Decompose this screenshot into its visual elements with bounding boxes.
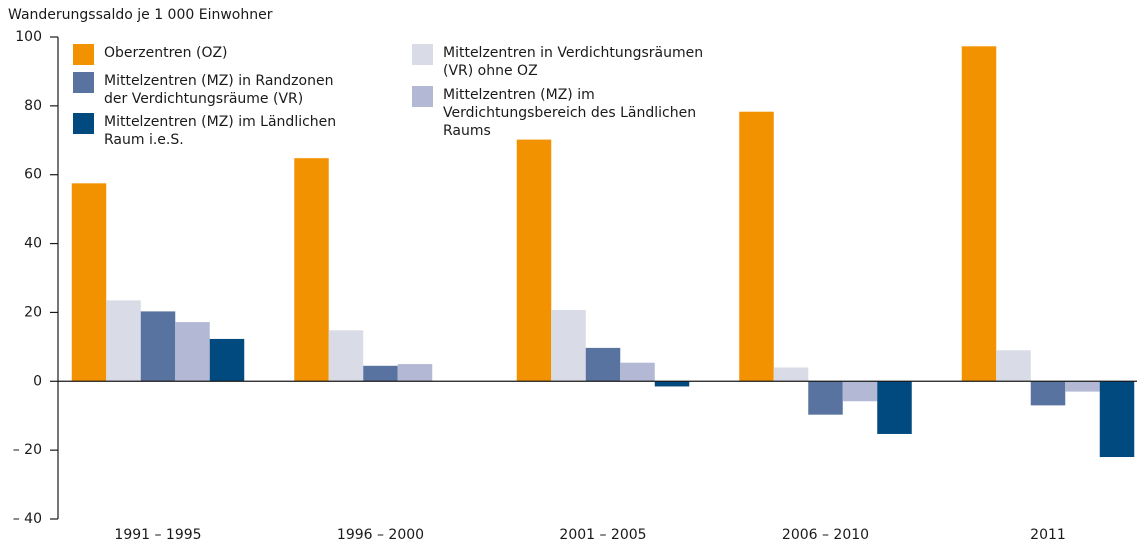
bar — [1030, 381, 1066, 406]
legend-item: Mittelzentren (MZ) im Ländlichen Raum i.… — [73, 113, 354, 149]
bar — [209, 338, 245, 382]
bar — [842, 381, 878, 402]
legend-item: Oberzentren (OZ) — [73, 44, 344, 65]
bar — [1099, 381, 1135, 458]
legend-item: Mittelzentren in Verdichtungsräumen (VR)… — [412, 44, 723, 80]
y-tick-label: 60 — [24, 167, 42, 183]
legend-item: Mittelzentren (MZ) im Verdichtungsbereic… — [412, 86, 723, 140]
legend-swatch — [412, 44, 433, 65]
bar — [294, 158, 329, 382]
bar — [585, 347, 621, 382]
bar — [996, 350, 1031, 382]
y-tick-label: 100 — [15, 29, 42, 45]
bar — [516, 139, 552, 382]
bar — [328, 330, 364, 382]
bar — [808, 381, 843, 415]
bar — [739, 111, 774, 382]
x-tick-label: 1991 – 1995 — [114, 527, 201, 543]
legend-swatch — [73, 44, 94, 65]
legend-label: Mittelzentren (MZ) im Ländlichen Raum i.… — [104, 114, 337, 148]
y-tick-label: – 40 — [13, 511, 42, 527]
bar — [654, 381, 690, 387]
x-tick-label: 2001 – 2005 — [559, 527, 646, 543]
bar — [140, 311, 176, 382]
legend-swatch — [73, 113, 94, 134]
y-tick-label: 0 — [33, 373, 42, 389]
y-axis-title: Wanderungssaldo je 1 000 Einwohner — [8, 7, 273, 23]
legend-label: Mittelzentren (MZ) im Verdichtungsbereic… — [443, 87, 697, 139]
y-tick-label: – 20 — [13, 442, 42, 458]
bar — [961, 46, 997, 382]
x-tick-label: 2011 — [1030, 527, 1066, 543]
bar — [1065, 381, 1100, 392]
bar — [397, 364, 433, 382]
bar — [877, 381, 912, 434]
bar — [773, 367, 809, 382]
legend-label: Mittelzentren (MZ) in Randzonen der Verd… — [104, 73, 334, 107]
bar — [363, 365, 398, 382]
legend-item: Mittelzentren (MZ) in Randzonen der Verd… — [73, 72, 354, 108]
legend-label: Mittelzentren in Verdichtungsräumen (VR)… — [443, 45, 704, 79]
bar — [71, 183, 107, 382]
legend-swatch — [412, 86, 433, 107]
x-tick-label: 1996 – 2000 — [337, 527, 424, 543]
legend-swatch — [73, 72, 94, 93]
bar — [551, 310, 586, 382]
y-tick-label: 20 — [24, 304, 42, 320]
legend-label: Oberzentren (OZ) — [104, 45, 228, 61]
x-tick-label: 2006 – 2010 — [782, 527, 869, 543]
bar — [620, 362, 655, 382]
bar — [175, 322, 210, 382]
y-tick-label: 80 — [24, 98, 42, 114]
bar — [106, 300, 141, 382]
y-tick-label: 40 — [24, 236, 42, 252]
